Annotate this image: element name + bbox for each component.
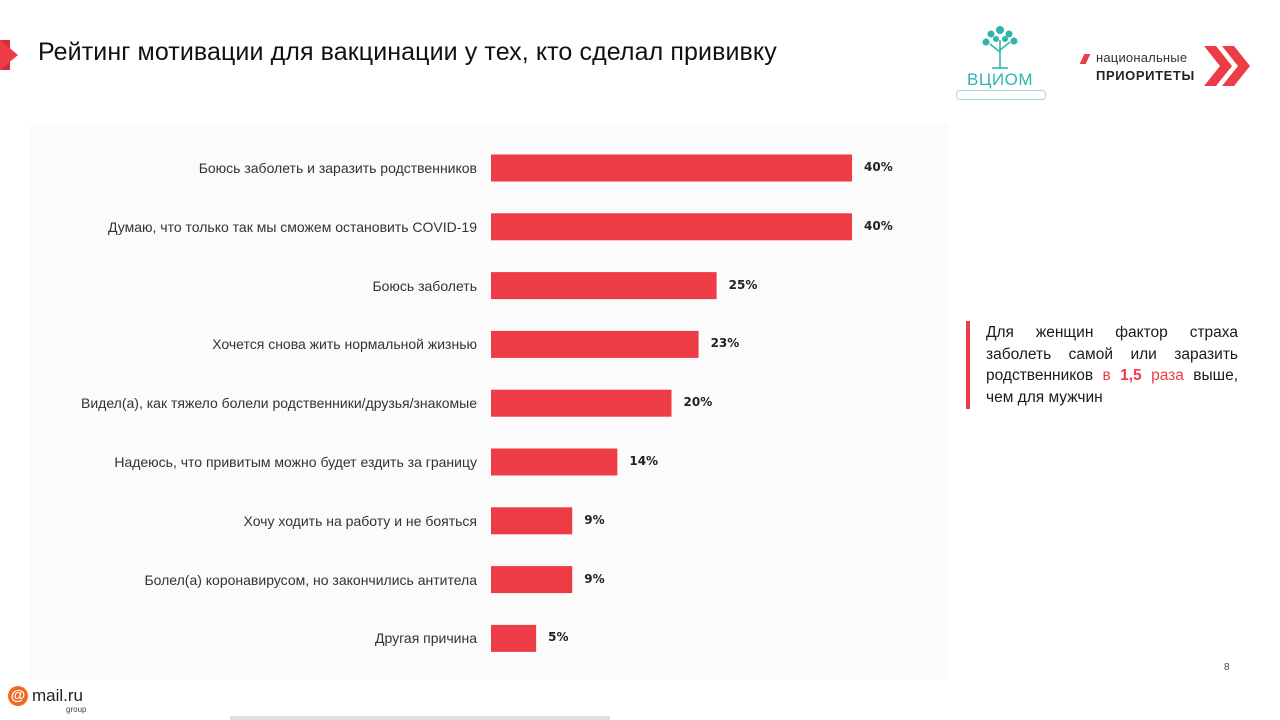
mailru-group-logo: @ mail.ru group bbox=[8, 686, 108, 716]
bar-chart bbox=[491, 154, 852, 652]
callout-note: Для женщин фактор страха заболеть самой … bbox=[986, 322, 1238, 408]
at-icon: @ bbox=[8, 686, 28, 706]
mailru-name: mail.ru bbox=[32, 686, 84, 705]
vciom-wordmark: ВЦИОМ bbox=[966, 70, 1034, 89]
np-line1: национальные bbox=[1096, 50, 1188, 65]
category-label: Видел(а), как тяжело болели родственники… bbox=[81, 395, 477, 412]
note-text-after: выше, чем для мужчин bbox=[986, 367, 1239, 406]
page-number: 8 bbox=[1224, 662, 1230, 673]
category-label: Боюсь заболеть bbox=[372, 277, 477, 294]
bar bbox=[491, 272, 717, 300]
value-label: 14% bbox=[629, 454, 659, 468]
np-line2: ПРИОРИТЕТЫ bbox=[1096, 68, 1195, 83]
value-label: 40% bbox=[864, 160, 893, 174]
value-label: 5% bbox=[548, 630, 569, 645]
vciom-logo: ВЦИОМ bbox=[950, 22, 1050, 100]
value-label: 40% bbox=[864, 218, 893, 233]
category-label: Надеюсь, что привитым можно будет ездить… bbox=[114, 454, 477, 470]
tree-icon bbox=[982, 26, 1018, 69]
value-label: 23% bbox=[710, 336, 740, 351]
note-highlight-num: 1,5 bbox=[1120, 367, 1142, 384]
slide-title: Рейтинг мотивации для вакцинации у тех, … bbox=[38, 38, 777, 66]
category-label: Боюсь заболеть и заразить родственников bbox=[198, 160, 477, 176]
note-highlight-post: раза bbox=[1141, 367, 1184, 384]
bar bbox=[491, 154, 852, 182]
bar bbox=[491, 389, 672, 417]
vciom-subline bbox=[956, 90, 1046, 100]
bottom-strip bbox=[230, 716, 610, 720]
national-priorities-logo: национальные ПРИОРИТЕТЫ bbox=[1078, 42, 1258, 92]
bar bbox=[491, 566, 573, 594]
category-label: Болел(а) коронавирусом, но закончились а… bbox=[144, 571, 477, 588]
value-label: 9% bbox=[584, 512, 605, 527]
note-highlight: в 1,5 раза bbox=[1102, 367, 1183, 384]
value-label: 20% bbox=[683, 395, 713, 410]
np-slash-mark bbox=[1079, 54, 1091, 64]
category-label: Хочется снова жить нормальной жизнью bbox=[212, 336, 477, 353]
chevrons-icon bbox=[1204, 46, 1250, 86]
bar bbox=[491, 330, 699, 358]
chart-panel: Боюсь заболеть и заразить родственников 4… bbox=[30, 124, 948, 680]
value-label: 9% bbox=[584, 571, 605, 586]
category-label: Думаю, что только так мы сможем останови… bbox=[107, 218, 477, 235]
note-highlight-pre: в bbox=[1102, 367, 1121, 384]
mailru-group: group bbox=[66, 705, 87, 714]
value-label: 25% bbox=[728, 277, 758, 292]
note-accent-bar bbox=[966, 321, 970, 409]
bar bbox=[491, 624, 537, 652]
bar bbox=[491, 448, 618, 476]
note-text-before: Для женщин фактор страха заболеть самой … bbox=[986, 324, 1238, 384]
bar bbox=[491, 213, 852, 241]
bar bbox=[491, 507, 573, 535]
category-label: Хочу ходить на работу и не бояться bbox=[243, 512, 477, 529]
category-label: Другая причина bbox=[375, 630, 477, 647]
